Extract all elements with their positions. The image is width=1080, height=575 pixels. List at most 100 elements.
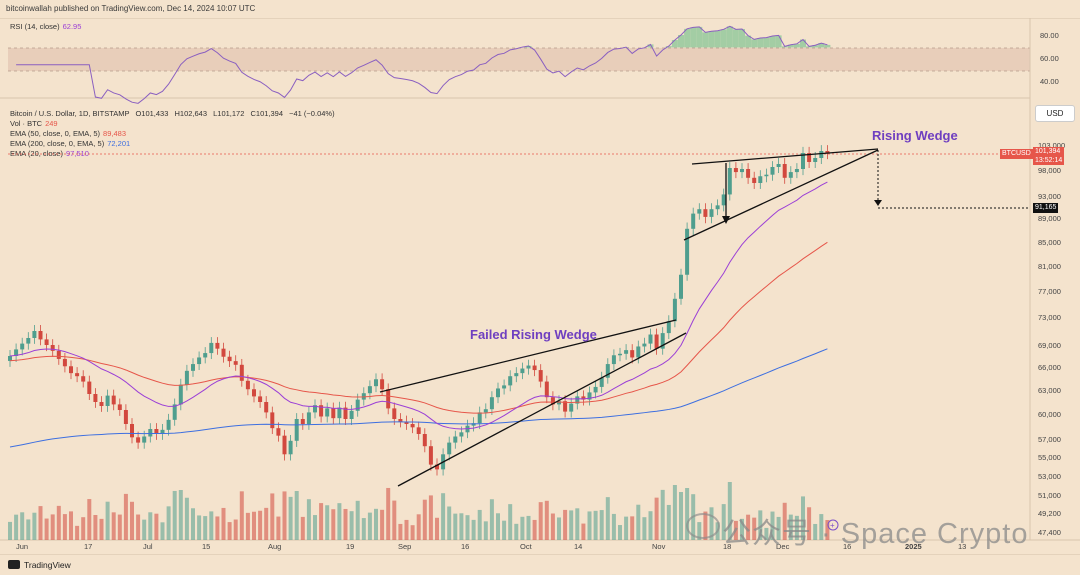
symbol-legend[interactable]: Bitcoin / U.S. Dollar, 1D, BITSTAMP O101…	[10, 109, 335, 118]
volume-bar	[123, 493, 128, 540]
volume-bar	[441, 493, 446, 540]
candle-body	[557, 401, 561, 405]
rsi-tick-40: 40.00	[1040, 77, 1059, 86]
candle-body	[819, 151, 824, 158]
rising-wedge-label[interactable]: Rising Wedge	[872, 128, 958, 143]
candle-body	[624, 350, 629, 354]
candle-body	[611, 355, 616, 365]
volume-bar	[172, 490, 177, 540]
volume-bar	[294, 491, 299, 540]
candle-body	[355, 399, 360, 411]
volume-bar	[349, 511, 354, 540]
price-tick-label: 55,000	[1038, 453, 1061, 462]
volume-bar	[404, 519, 409, 540]
volume-bar	[8, 521, 12, 540]
failed-wedge-lower-trendline[interactable]	[397, 332, 687, 487]
candle-body	[26, 338, 31, 344]
failed-rising-wedge-label[interactable]: Failed Rising Wedge	[470, 327, 597, 342]
volume-bar	[630, 516, 635, 540]
candle-body	[306, 412, 311, 424]
legend-ema200[interactable]: EMA (200, close, 0, EMA, 5) 72,201	[10, 139, 130, 148]
volume-bar	[428, 495, 433, 540]
candle-body	[136, 437, 141, 443]
candle-body	[160, 429, 165, 434]
time-tick-label: Dec	[776, 542, 790, 551]
volume-bar	[813, 523, 818, 540]
candle-body	[770, 167, 775, 175]
failed-wedge-upper-trendline[interactable]	[379, 319, 677, 393]
legend-volume[interactable]: Vol · BTC 249	[10, 119, 58, 128]
candle-body	[313, 405, 317, 413]
volume-bar	[660, 489, 665, 540]
rising-wedge-lower-trendline[interactable]	[683, 149, 879, 241]
candle-body	[514, 373, 519, 377]
candle-body	[691, 213, 696, 229]
candle-body	[581, 396, 586, 400]
volume-bar	[50, 514, 55, 540]
rsi-overbought-fill	[519, 26, 831, 48]
volume-bar	[599, 510, 604, 540]
volume-bar	[727, 482, 732, 540]
candle-body	[209, 342, 214, 354]
volume-bar	[770, 511, 775, 540]
candles	[8, 145, 830, 476]
candle-body	[191, 364, 195, 371]
plus-icon[interactable]	[827, 519, 839, 531]
volume-bar	[526, 515, 531, 540]
price-tick-label: 51,000	[1038, 491, 1061, 500]
candle-body	[288, 440, 293, 455]
volume-bar	[422, 499, 427, 540]
candle-body	[599, 377, 604, 387]
price-tick-label: 60,000	[1038, 410, 1061, 419]
legend-ema20[interactable]: EMA (20, close) 97,510	[10, 149, 89, 158]
volume-bar	[233, 519, 238, 540]
candle-body	[752, 177, 757, 183]
time-tick-label: 2025	[905, 542, 922, 551]
publisher-header: bitcoinwallah published on TradingView.c…	[0, 0, 1080, 19]
volume-bar	[593, 510, 598, 540]
candle-body	[300, 419, 305, 424]
candle-body	[117, 404, 122, 410]
candle-body	[270, 412, 275, 429]
candle-body	[325, 408, 330, 417]
volume-bar	[459, 513, 464, 540]
volume-bar	[81, 517, 86, 540]
footer-brand[interactable]: TradingView	[24, 560, 71, 570]
candle-body	[258, 396, 263, 402]
tradingview-logo-icon[interactable]	[8, 560, 20, 569]
candle-body	[508, 376, 513, 386]
price-tick-label: 77,000	[1038, 287, 1061, 296]
ohlc-close: C101,394	[250, 109, 284, 118]
volume-bar	[166, 506, 171, 540]
legend-ema50[interactable]: EMA (50, close, 0, EMA, 5) 89,483	[10, 129, 126, 138]
ema200-label: EMA (200, close, 0, EMA, 5)	[10, 139, 105, 148]
candle-body	[563, 401, 568, 412]
volume-bar	[270, 493, 275, 540]
volume-bar	[69, 511, 73, 540]
volume-bar	[636, 504, 641, 540]
candle-body	[740, 169, 744, 173]
candle-body	[642, 343, 647, 347]
candle-body	[319, 405, 324, 417]
candle-body	[746, 169, 751, 178]
candle-body	[569, 403, 574, 412]
ema200-line	[9, 348, 828, 448]
candle-body	[172, 404, 177, 420]
candle-body	[380, 379, 385, 390]
volume-bar	[496, 513, 500, 540]
currency-button[interactable]: USD	[1035, 105, 1075, 122]
volume-bar	[392, 500, 397, 540]
volume-bar	[56, 505, 61, 540]
candle-body	[483, 409, 488, 413]
candle-body	[349, 410, 354, 419]
rising-wedge-upper-trendline[interactable]	[691, 148, 879, 165]
candle-body	[471, 423, 476, 426]
volume-bar	[111, 512, 116, 540]
candle-body	[233, 361, 238, 365]
rsi-legend[interactable]: RSI (14, close) 62.95	[10, 22, 81, 31]
volume-bar	[380, 509, 385, 540]
volume-bar	[532, 519, 537, 540]
rsi-tick-60: 60.00	[1040, 54, 1059, 63]
candle-body	[709, 209, 714, 217]
